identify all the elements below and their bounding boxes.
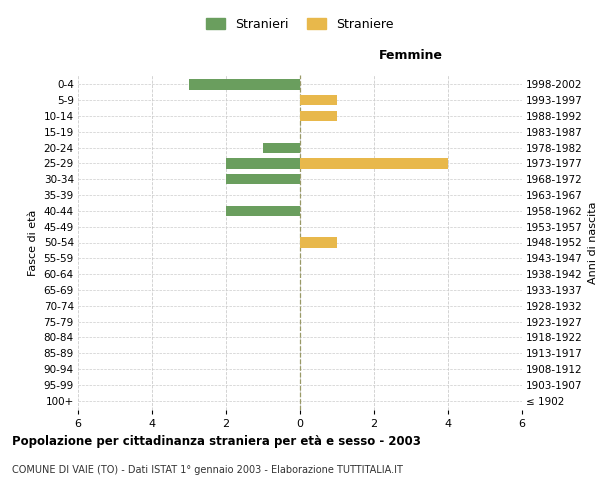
Legend: Stranieri, Straniere: Stranieri, Straniere [200,11,400,37]
Y-axis label: Anni di nascita: Anni di nascita [589,201,598,284]
Bar [300,238,337,248]
Y-axis label: Fasce di età: Fasce di età [28,210,38,276]
Bar [300,158,448,168]
Text: Popolazione per cittadinanza straniera per età e sesso - 2003: Popolazione per cittadinanza straniera p… [12,435,421,448]
Text: COMUNE DI VAIE (TO) - Dati ISTAT 1° gennaio 2003 - Elaborazione TUTTITALIA.IT: COMUNE DI VAIE (TO) - Dati ISTAT 1° genn… [12,465,403,475]
Text: Femmine: Femmine [379,48,443,62]
Bar [300,111,337,121]
Bar [226,206,300,216]
Bar [263,142,300,153]
Bar [226,158,300,168]
Bar [189,80,300,90]
Bar [300,95,337,106]
Bar [226,174,300,184]
